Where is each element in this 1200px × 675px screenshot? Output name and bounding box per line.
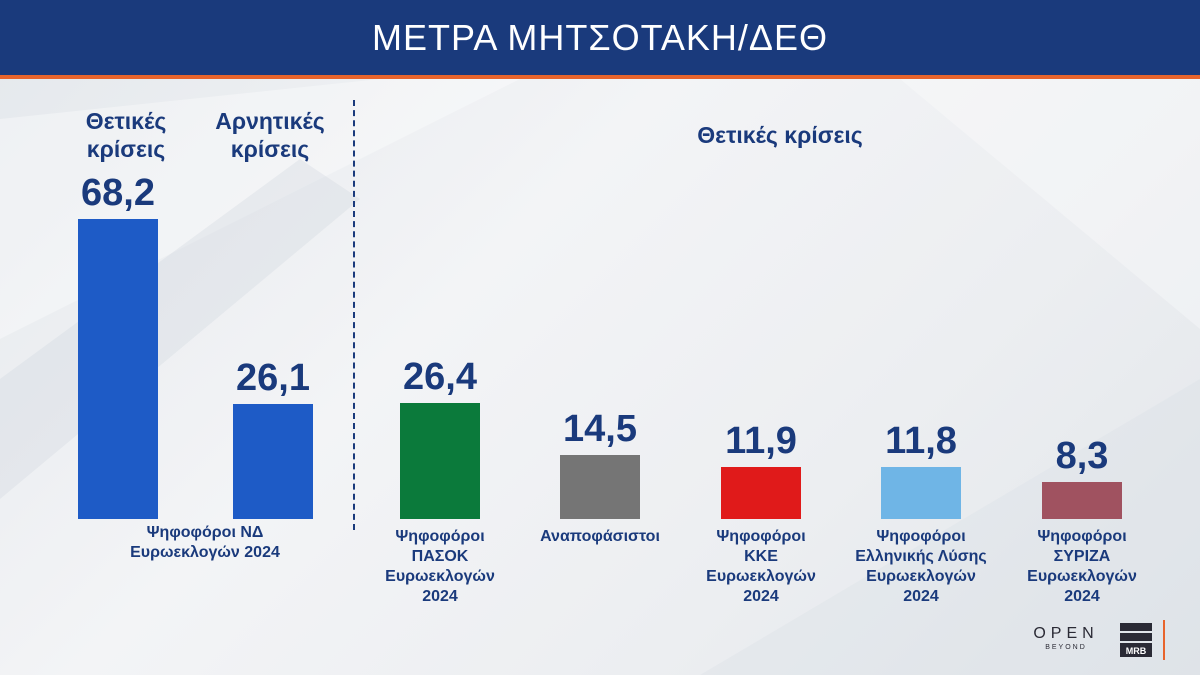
logo-accent-bar	[1163, 620, 1165, 660]
bar-pasok	[400, 402, 480, 519]
positive-heading-right: Θετικές κρίσεις	[697, 122, 863, 148]
header-accent-line	[0, 75, 1200, 79]
section-divider	[353, 100, 355, 530]
bar-kke	[721, 466, 801, 519]
positive-heading-left: Θετικές κρίσεις	[85, 108, 167, 162]
bar-positive	[78, 219, 158, 519]
bar-value-pasok: 26,4	[403, 355, 477, 398]
bar-value-positive: 68,2	[81, 172, 155, 214]
bar-undecided	[560, 455, 640, 519]
bar-value-negative: 26,1	[236, 357, 310, 400]
negative-heading-left: Αρνητικές κρίσεις	[215, 108, 325, 162]
bar-category-undecided: Αναποφάσιστοι	[540, 528, 660, 545]
bar-category-kke: Ψηφοφόροι ΚΚΕ Ευρωεκλογών 2024	[706, 528, 816, 605]
bar-negative	[233, 404, 313, 519]
mrb-logo: MRB	[1120, 623, 1152, 657]
bar-value-undecided: 14,5	[563, 408, 637, 451]
bar-value-syriza: 8,3	[1055, 435, 1109, 478]
bar-category-elliniki-lysi: Ψηφοφόροι Ελληνικής Λύσης Ευρωεκλογών 20…	[855, 528, 987, 605]
bar-elliniki-lysi	[881, 467, 961, 519]
bar-syriza	[1042, 482, 1122, 519]
bar-category-syriza: Ψηφοφόροι ΣΥΡΙΖΑ Ευρωεκλογών 2024	[1027, 528, 1137, 605]
bar-category-pasok: Ψηφοφόροι ΠΑΣΟΚ Ευρωεκλογών 2024	[385, 528, 495, 605]
bar-value-elliniki-lysi: 11,8	[885, 420, 957, 463]
header-banner: ΜΕΤΡΑ ΜΗΤΣΟΤΑΚΗ/ΔΕΘ	[0, 0, 1200, 75]
nd-voters-label: Ψηφοφόροι ΝΔ Ευρωεκλογών 2024	[130, 524, 280, 561]
bar-value-kke: 11,9	[725, 419, 797, 462]
open-logo: OPEN BEYOND	[1033, 625, 1099, 651]
page-title: ΜΕΤΡΑ ΜΗΤΣΟΤΑΚΗ/ΔΕΘ	[372, 16, 828, 58]
svg-text:MRB: MRB	[1126, 646, 1147, 656]
